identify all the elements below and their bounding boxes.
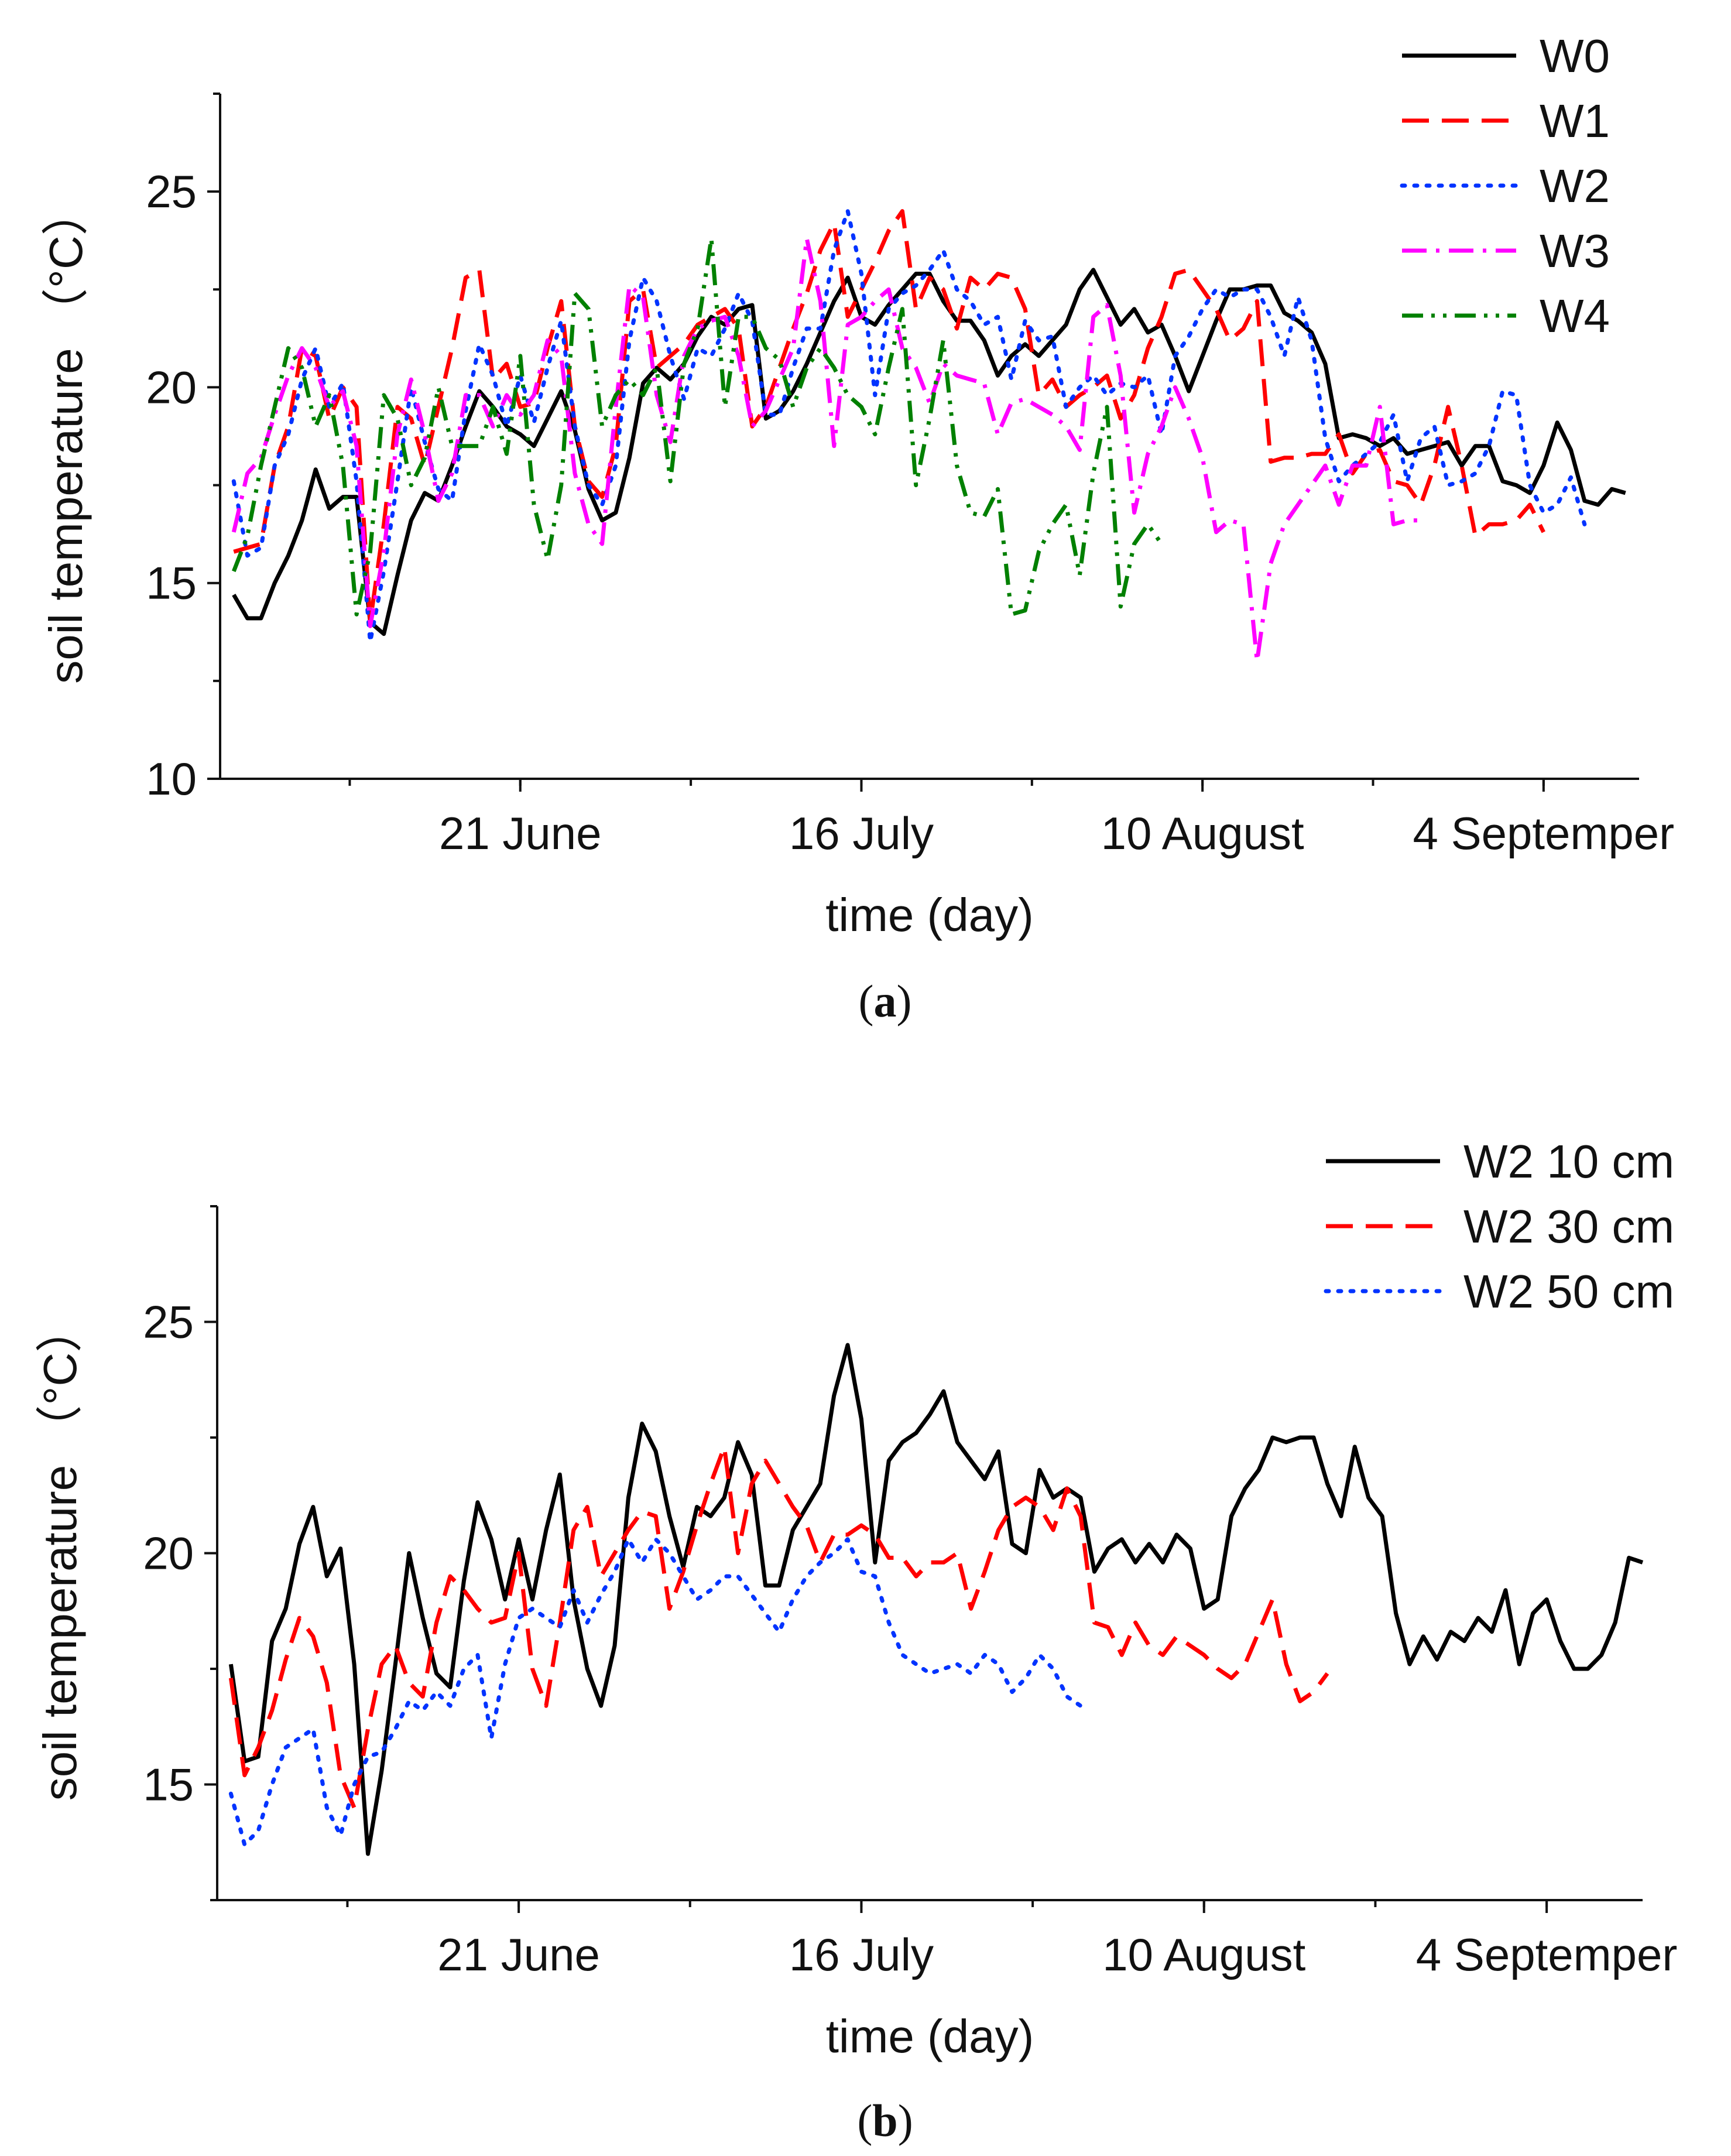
panel-b-x-tick-label: 16 July [789, 1929, 934, 1980]
panel-b-legend-label: W2 30 cm [1463, 1200, 1674, 1252]
panel-a-series-w0 [232, 268, 1626, 636]
panel-a-legend-label: W1 [1540, 95, 1610, 147]
panel-a-y-axis-title: soil temperature （°C） [40, 189, 92, 684]
panel-a-y-tick-label: 15 [146, 557, 197, 609]
panel-a-x-tick-label: 10 August [1101, 807, 1304, 859]
panel-a-legend-label: W3 [1540, 225, 1610, 277]
panel-a-caption: (a) [859, 976, 912, 1026]
panel-a-series-w1 [233, 209, 1545, 625]
panel-a-x-tick-label: 4 Septemper [1413, 807, 1675, 859]
panel-b-legend-label: W2 50 cm [1463, 1265, 1674, 1317]
panel-b-legend-label: W2 10 cm [1463, 1135, 1674, 1187]
panel-a-x-tick-label: 16 July [789, 807, 934, 859]
panel-a-x-axis-title: time (day) [825, 889, 1034, 941]
panel-b-y-tick-label: 15 [143, 1759, 194, 1811]
panel-a-chart: 10 15 20 25 21 June 16 July 10 August 4 Septemp… [40, 30, 1674, 941]
panel-b-caption: (b) [857, 2095, 913, 2146]
panel-b-x-tick-label: 21 June [437, 1929, 600, 1980]
panel-b-series-w2-10-cm [228, 1343, 1644, 1856]
panel-a-x-tick-label: 21 June [439, 807, 602, 859]
panel-b-x-tick-label: 4 Septemper [1416, 1929, 1678, 1980]
panel-a-series-w3 [231, 236, 1421, 663]
panel-a-legend-label: W4 [1540, 290, 1610, 342]
panel-b-y-axis-title: soil temperature （°C） [34, 1306, 86, 1801]
panel-b-x-tick-label: 10 August [1102, 1929, 1305, 1980]
panel-a-legend-label: W2 [1540, 160, 1610, 212]
panel-a-series-w2 [231, 209, 1587, 644]
panel-a-y-tick-label: 20 [146, 361, 197, 413]
panel-a-y-tick-label: 10 [146, 753, 197, 805]
panel-b-series-w2-50-cm [228, 1537, 1083, 1847]
panel-b-y-tick-label: 25 [143, 1296, 194, 1348]
panel-b-series-w2-30-cm [228, 1445, 1329, 1810]
panel-b-x-axis-title: time (day) [826, 2010, 1034, 2062]
panel-a-series-w4 [232, 236, 1164, 617]
panel-a-legend-label: W0 [1540, 30, 1610, 82]
panel-a-y-tick-label: 25 [146, 166, 197, 217]
panel-b-chart: 15 20 25 21 June 16 July 10 August 4 Septemper… [34, 1135, 1677, 2062]
panel-b-y-tick-label: 20 [143, 1528, 194, 1579]
